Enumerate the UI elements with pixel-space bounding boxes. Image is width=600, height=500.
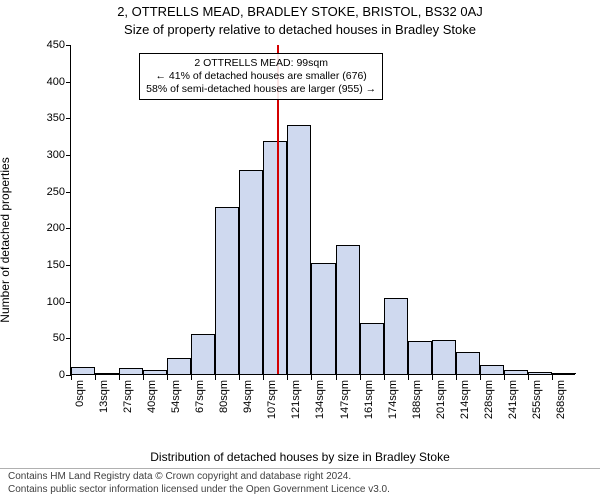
x-tick-label: 13sqm bbox=[98, 380, 110, 413]
histogram-bar bbox=[336, 245, 360, 374]
histogram-bar bbox=[119, 368, 143, 374]
x-tick-label: 214sqm bbox=[459, 380, 471, 419]
x-tick-mark bbox=[287, 375, 288, 380]
x-tick-label: 134sqm bbox=[314, 380, 326, 419]
histogram-bar bbox=[456, 352, 480, 374]
x-tick-mark bbox=[239, 375, 240, 380]
x-tick-mark bbox=[191, 375, 192, 380]
histogram-bar bbox=[263, 141, 287, 374]
x-tick-mark bbox=[360, 375, 361, 380]
annotation-line: ← 41% of detached houses are smaller (67… bbox=[146, 70, 376, 83]
x-tick-label: 80sqm bbox=[218, 380, 230, 413]
x-tick-mark bbox=[408, 375, 409, 380]
x-tick-mark bbox=[143, 375, 144, 380]
x-tick-mark bbox=[215, 375, 216, 380]
x-tick-mark bbox=[336, 375, 337, 380]
histogram-bar bbox=[167, 358, 191, 374]
y-tick-mark bbox=[66, 118, 71, 119]
histogram-bar bbox=[311, 263, 335, 374]
y-tick-label: 250 bbox=[25, 186, 65, 198]
x-tick-label: 174sqm bbox=[387, 380, 399, 419]
histogram-bar bbox=[215, 207, 239, 374]
y-tick-mark bbox=[66, 192, 71, 193]
x-tick-mark bbox=[504, 375, 505, 380]
x-tick-mark bbox=[311, 375, 312, 380]
x-tick-label: 161sqm bbox=[363, 380, 375, 419]
x-tick-label: 54sqm bbox=[170, 380, 182, 413]
x-tick-label: 241sqm bbox=[507, 380, 519, 419]
annotation-line: 2 OTTRELLS MEAD: 99sqm bbox=[146, 57, 376, 70]
x-tick-label: 67sqm bbox=[194, 380, 206, 413]
x-tick-label: 255sqm bbox=[531, 380, 543, 419]
x-tick-label: 107sqm bbox=[266, 380, 278, 419]
x-tick-label: 268sqm bbox=[555, 380, 567, 419]
page-title-line1: 2, OTTRELLS MEAD, BRADLEY STOKE, BRISTOL… bbox=[0, 4, 600, 19]
x-tick-mark bbox=[71, 375, 72, 380]
y-tick-mark bbox=[66, 45, 71, 46]
histogram-bar bbox=[504, 370, 528, 374]
x-tick-label: 147sqm bbox=[339, 380, 351, 419]
footer-attribution: Contains HM Land Registry data © Crown c… bbox=[0, 468, 600, 500]
x-tick-mark bbox=[384, 375, 385, 380]
histogram-bar bbox=[528, 372, 552, 374]
histogram-bar bbox=[287, 125, 311, 374]
x-tick-mark bbox=[552, 375, 553, 380]
histogram-bar bbox=[143, 370, 167, 374]
x-tick-label: 27sqm bbox=[122, 380, 134, 413]
histogram-bar bbox=[191, 334, 215, 374]
y-tick-mark bbox=[66, 338, 71, 339]
histogram-plot-area: 0501001502002503003504004500sqm13sqm27sq… bbox=[70, 45, 575, 375]
x-tick-mark bbox=[263, 375, 264, 380]
y-tick-label: 300 bbox=[25, 149, 65, 161]
annotation-box: 2 OTTRELLS MEAD: 99sqm← 41% of detached … bbox=[139, 53, 383, 100]
y-tick-mark bbox=[66, 265, 71, 266]
y-tick-label: 350 bbox=[25, 112, 65, 124]
x-tick-label: 0sqm bbox=[74, 380, 86, 407]
histogram-bar bbox=[480, 365, 504, 374]
x-tick-label: 228sqm bbox=[483, 380, 495, 419]
x-tick-mark bbox=[432, 375, 433, 380]
histogram-bar bbox=[552, 373, 576, 374]
x-tick-label: 201sqm bbox=[435, 380, 447, 419]
histogram-bar bbox=[384, 298, 408, 374]
y-tick-label: 0 bbox=[25, 369, 65, 381]
footer-line1: Contains HM Land Registry data © Crown c… bbox=[8, 471, 592, 484]
x-tick-mark bbox=[456, 375, 457, 380]
x-tick-label: 121sqm bbox=[290, 380, 302, 419]
footer-line2: Contains public sector information licen… bbox=[8, 484, 592, 497]
histogram-bar bbox=[360, 323, 384, 374]
x-tick-mark bbox=[95, 375, 96, 380]
y-tick-label: 200 bbox=[25, 222, 65, 234]
y-tick-mark bbox=[66, 155, 71, 156]
x-tick-mark bbox=[528, 375, 529, 380]
y-tick-label: 150 bbox=[25, 259, 65, 271]
y-tick-mark bbox=[66, 228, 71, 229]
y-tick-mark bbox=[66, 82, 71, 83]
y-tick-label: 100 bbox=[25, 296, 65, 308]
histogram-bar bbox=[408, 341, 432, 374]
y-tick-mark bbox=[66, 302, 71, 303]
y-tick-label: 450 bbox=[25, 39, 65, 51]
x-tick-mark bbox=[167, 375, 168, 380]
x-axis-label: Distribution of detached houses by size … bbox=[0, 450, 600, 464]
histogram-bar bbox=[432, 340, 456, 374]
page-title-line2: Size of property relative to detached ho… bbox=[0, 22, 600, 37]
histogram-bar bbox=[95, 373, 119, 374]
histogram-bar bbox=[239, 170, 263, 374]
annotation-line: 58% of semi-detached houses are larger (… bbox=[146, 83, 376, 96]
x-tick-label: 94sqm bbox=[242, 380, 254, 413]
x-tick-mark bbox=[480, 375, 481, 380]
x-tick-label: 40sqm bbox=[146, 380, 158, 413]
x-tick-label: 188sqm bbox=[411, 380, 423, 419]
y-tick-label: 400 bbox=[25, 76, 65, 88]
y-tick-label: 50 bbox=[25, 332, 65, 344]
histogram-bar bbox=[71, 367, 95, 374]
x-tick-mark bbox=[119, 375, 120, 380]
